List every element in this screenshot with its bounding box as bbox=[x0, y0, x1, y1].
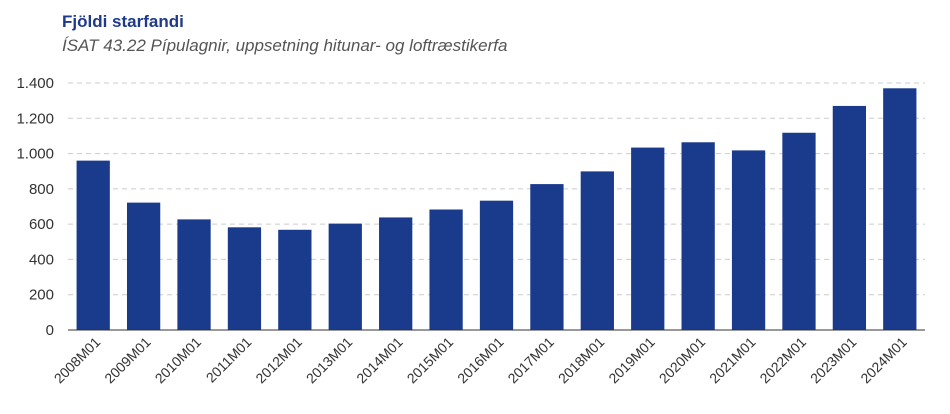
x-tick-label: 2012M01 bbox=[252, 334, 305, 387]
y-tick-label: 1.200 bbox=[16, 110, 54, 127]
y-tick-label: 1.400 bbox=[16, 75, 54, 92]
y-tick-label: 200 bbox=[29, 287, 54, 304]
bar-2013M01 bbox=[328, 223, 362, 330]
bar-2022M01 bbox=[782, 132, 816, 330]
y-tick-label: 0 bbox=[46, 322, 54, 339]
bar-2009M01 bbox=[126, 202, 161, 330]
bars bbox=[76, 88, 917, 331]
bar-2021M01 bbox=[731, 150, 766, 330]
bar-2020M01 bbox=[681, 142, 715, 330]
y-axis-ticks: 0 200 400 600 800 1.000 1.200 1.400 bbox=[16, 75, 54, 339]
x-tick-label: 2023M01 bbox=[807, 334, 860, 387]
x-tick-label: 2016M01 bbox=[454, 334, 507, 387]
bar-2014M01 bbox=[379, 217, 413, 330]
chart-title: Fjöldi starfandi bbox=[62, 12, 184, 31]
bar-2018M01 bbox=[580, 171, 614, 330]
y-tick-label: 800 bbox=[29, 181, 54, 198]
x-tick-label: 2022M01 bbox=[756, 334, 809, 387]
x-axis-ticks: 2008M012009M012010M012011M012012M012013M… bbox=[51, 334, 910, 387]
bar-2016M01 bbox=[479, 200, 514, 330]
bar-2012M01 bbox=[278, 229, 312, 330]
chart-subtitle: ÍSAT 43.22 Pípulagnir, uppsetning hituna… bbox=[62, 36, 508, 55]
x-tick-label: 2015M01 bbox=[404, 334, 457, 387]
x-tick-label: 2021M01 bbox=[706, 334, 759, 387]
x-tick-label: 2019M01 bbox=[605, 334, 658, 387]
x-tick-label: 2024M01 bbox=[857, 334, 910, 387]
x-tick-label: 2018M01 bbox=[555, 334, 608, 387]
bar-2023M01 bbox=[832, 105, 867, 330]
y-tick-label: 600 bbox=[29, 216, 54, 233]
x-tick-label: 2014M01 bbox=[353, 334, 406, 387]
x-tick-label: 2009M01 bbox=[101, 334, 154, 387]
y-tick-label: 1.000 bbox=[16, 146, 54, 163]
bar-2017M01 bbox=[530, 184, 564, 330]
grid-lines bbox=[68, 82, 925, 296]
bar-2011M01 bbox=[227, 227, 262, 330]
bar-2019M01 bbox=[631, 147, 665, 330]
x-tick-label: 2010M01 bbox=[152, 334, 205, 387]
x-tick-label: 2020M01 bbox=[656, 334, 709, 387]
bar-2008M01 bbox=[76, 160, 110, 330]
x-tick-label: 2011M01 bbox=[203, 334, 255, 386]
x-tick-label: 2008M01 bbox=[51, 334, 104, 387]
bar-2010M01 bbox=[177, 219, 211, 330]
x-tick-label: 2017M01 bbox=[504, 334, 557, 387]
bar-2024M01 bbox=[883, 88, 917, 331]
bar-2015M01 bbox=[429, 209, 463, 330]
x-tick-label: 2013M01 bbox=[303, 334, 356, 387]
y-tick-label: 400 bbox=[29, 251, 54, 268]
